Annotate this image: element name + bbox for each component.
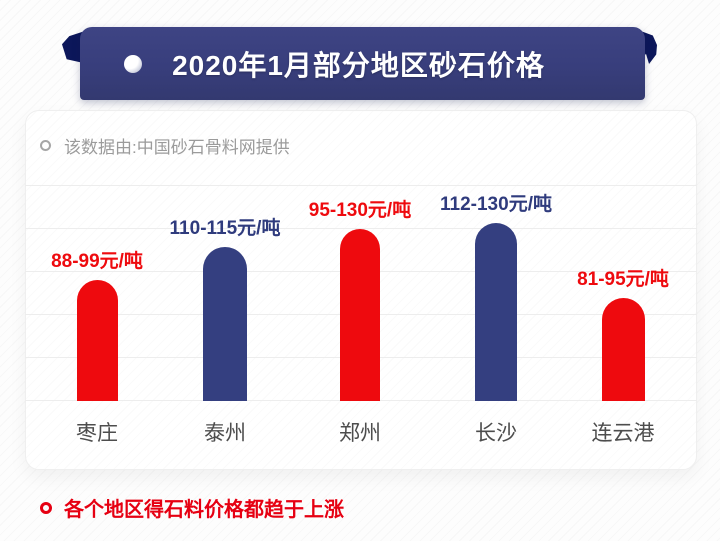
bar-连云港 [601, 298, 645, 401]
title-banner: 2020年1月部分地区砂石价格 [80, 27, 645, 100]
data-source-row: 该数据由:中国砂石骨料网提供 [40, 133, 290, 158]
x-axis-label: 连云港 [591, 422, 655, 445]
gridline [25, 228, 697, 229]
bar-value-label: 110-115元/吨 [169, 218, 281, 239]
data-source-note: 该数据由:中国砂石骨料网提供 [64, 138, 290, 157]
x-axis-label: 长沙 [475, 422, 517, 445]
x-axis-label: 枣庄 [76, 422, 118, 445]
page-title: 2020年1月部分地区砂石价格 [172, 49, 545, 81]
bar-value-label: 112-130元/吨 [440, 194, 552, 215]
bar-value-label: 81-95元/吨 [577, 269, 669, 290]
bar-value-label: 95-130元/吨 [308, 200, 412, 221]
bar-枣庄 [76, 280, 118, 401]
bar-郑州 [340, 229, 380, 401]
sphere-bullet-icon [124, 54, 143, 73]
x-axis-label: 郑州 [339, 422, 381, 445]
circle-bullet-icon [40, 501, 52, 514]
gridline [25, 185, 697, 186]
bar-泰州 [203, 247, 247, 401]
bar-长沙 [475, 223, 517, 401]
x-axis-label: 泰州 [204, 422, 246, 445]
circle-bullet-icon [40, 140, 51, 151]
footer-note-row: 各个地区得石料价格都趋于上涨 [40, 493, 344, 522]
bar-value-label: 88-99元/吨 [51, 251, 143, 272]
footer-note: 各个地区得石料价格都趋于上涨 [64, 499, 344, 521]
